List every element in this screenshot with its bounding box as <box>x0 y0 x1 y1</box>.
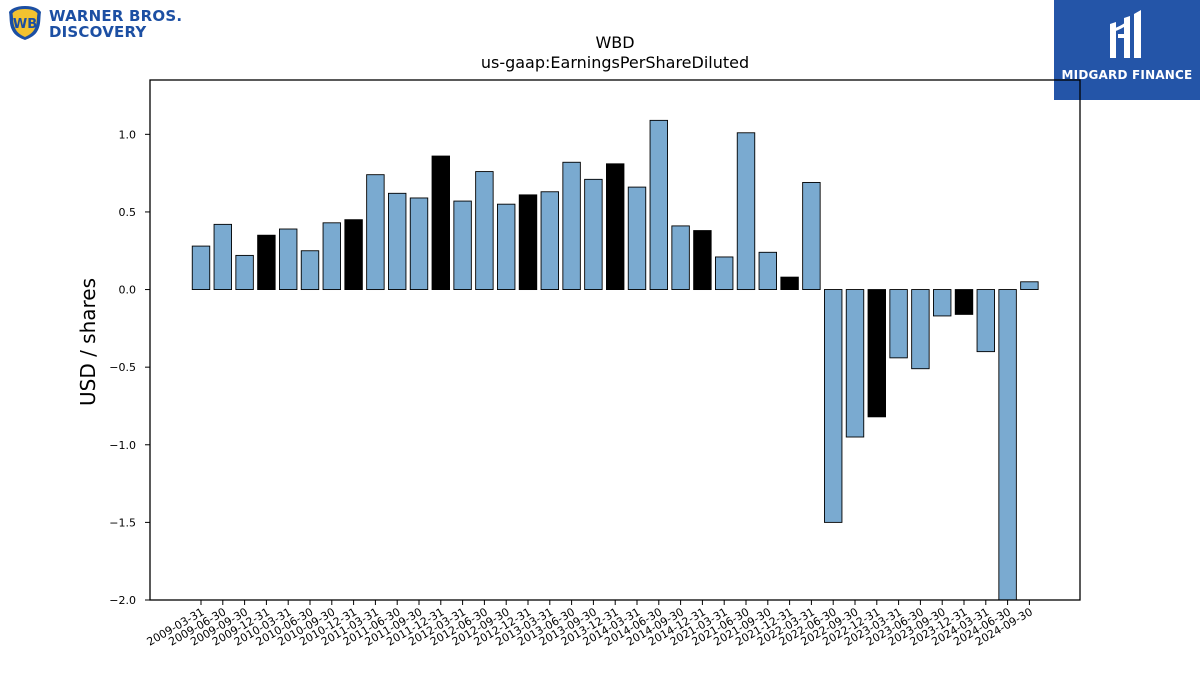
bar-2011-09-30 <box>409 197 429 291</box>
y-tick-label: −1.0 <box>109 439 136 452</box>
midgard-finance-logo: MIDGARD FINANCE <box>1054 0 1200 100</box>
bar-2014-03-31 <box>627 186 647 291</box>
midgard-emblem-icon <box>1110 10 1141 58</box>
wb-shield-icon: WB <box>9 6 41 40</box>
bar-2013-03-31 <box>540 191 559 290</box>
y-tick-label: −0.5 <box>109 361 136 374</box>
bar-series <box>191 119 1039 601</box>
bar-2023-12-31 <box>954 289 974 315</box>
bar-2023-03-31 <box>889 289 908 359</box>
x-axis-ticks: 2009-03-312009-06-302009-09-302009-12-31… <box>145 600 1035 649</box>
bar-2021-03-31 <box>715 256 734 291</box>
plot-area-frame <box>149 79 1081 601</box>
bar-2022-09-30 <box>845 289 865 438</box>
y-tick-label: 0.0 <box>119 284 137 297</box>
bar-2021-09-30 <box>758 251 777 291</box>
bar-2013-09-30 <box>584 178 603 290</box>
y-tick-label: 1.0 <box>119 128 137 141</box>
bar-2012-09-30 <box>497 203 516 290</box>
bar-2024-06-30 <box>998 289 1017 601</box>
y-tick-label: −2.0 <box>109 594 136 607</box>
bar-2014-06-30 <box>649 119 668 291</box>
wbd-logo-line1: WARNER BROS. <box>49 7 183 25</box>
bar-2009-09-30 <box>235 254 254 290</box>
bar-2021-06-30 <box>736 132 756 291</box>
bar-2011-12-31 <box>431 155 450 291</box>
bar-2010-06-30 <box>300 250 320 291</box>
y-axis-label: USD / shares <box>76 278 100 406</box>
bar-2024-03-31 <box>976 289 995 353</box>
bar-2024-09-30 <box>1020 281 1039 291</box>
y-tick-label: −1.5 <box>109 516 136 529</box>
bar-2011-06-30 <box>388 192 407 290</box>
bar-2021-12-31 <box>780 276 799 291</box>
y-tick-label: 0.5 <box>119 206 137 219</box>
bar-2022-12-31 <box>867 289 886 418</box>
bar-2023-09-30 <box>933 289 952 317</box>
midgard-logo-wordmark: MIDGARD FINANCE <box>1061 68 1193 82</box>
wbd-logo-line2: DISCOVERY <box>49 23 147 41</box>
bar-2009-06-30 <box>213 223 233 291</box>
bar-2010-09-30 <box>322 222 341 291</box>
bar-2012-03-31 <box>453 200 472 291</box>
bar-2023-06-30 <box>911 289 930 370</box>
bar-2013-12-31 <box>606 163 625 291</box>
bar-2010-03-31 <box>279 228 298 290</box>
bar-2012-12-31 <box>518 194 538 291</box>
bar-2014-12-31 <box>693 230 712 291</box>
bar-2022-06-30 <box>824 289 843 523</box>
bar-2010-12-31 <box>344 219 363 290</box>
bar-2013-06-30 <box>562 161 581 291</box>
warner-bros-discovery-logo: WB WARNER BROS. DISCOVERY <box>6 4 206 44</box>
bar-2009-12-31 <box>257 234 276 291</box>
y-axis-ticks: 1.0 0.5 0.0 −0.5 −1.0 −1.5 −2.0 <box>109 128 150 607</box>
bar-2011-03-31 <box>366 174 385 291</box>
chart-subtitle: us-gaap:EarningsPerShareDiluted <box>481 53 749 72</box>
bar-2009-03-31 <box>191 245 211 290</box>
bar-2022-03-31 <box>802 181 821 290</box>
chart-title: WBD <box>595 33 634 52</box>
svg-text:WB: WB <box>13 17 37 32</box>
bar-2014-09-30 <box>671 225 690 291</box>
wbd-logo-wordmark: WARNER BROS. DISCOVERY <box>49 8 182 40</box>
bar-2012-06-30 <box>475 171 494 291</box>
